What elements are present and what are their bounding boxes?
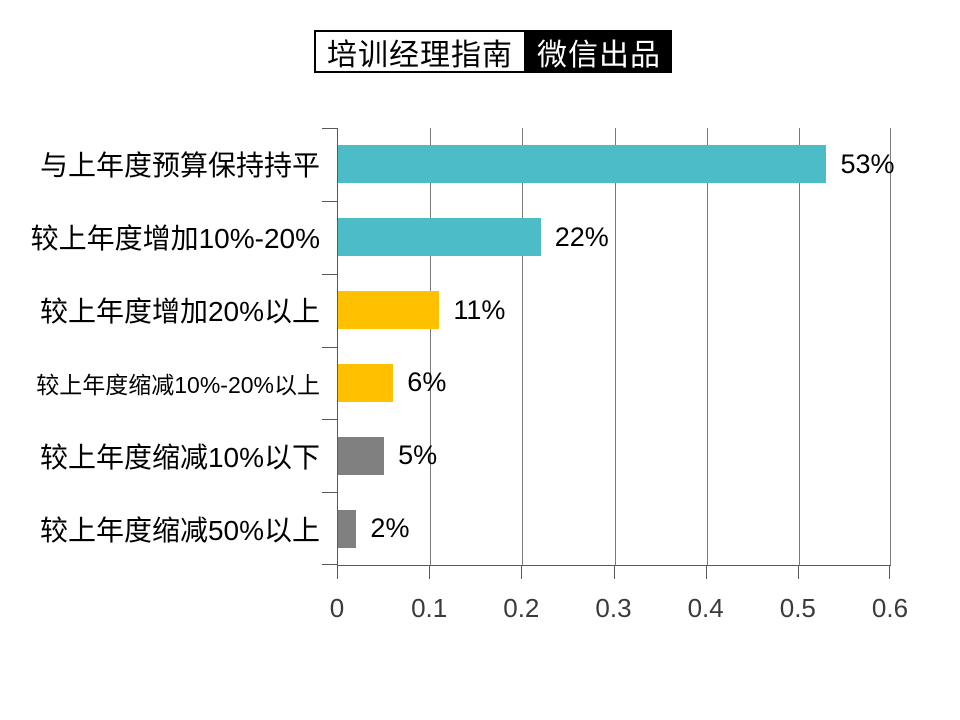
x-tick-label: 0.2 — [503, 593, 540, 623]
bar — [338, 145, 827, 184]
x-tick-label: 0.6 — [871, 593, 909, 623]
bar-chart-plot-area: 53% 22% 11% 6% 5% 2% — [337, 128, 895, 566]
bar-row: 11% — [338, 274, 891, 347]
x-axis-ticks — [337, 566, 890, 579]
bar-row: 6% — [338, 346, 891, 419]
gridline — [522, 128, 524, 565]
x-tick-label: 0.3 — [595, 593, 632, 623]
value-label: 22% — [554, 221, 609, 252]
y-tick — [322, 273, 337, 275]
x-axis-labels: 0 0.1 0.2 0.3 0.4 0.5 0.6 — [330, 593, 908, 625]
value-label: 6% — [407, 367, 447, 398]
bar-row: 2% — [338, 492, 891, 565]
value-label: 11% — [453, 294, 506, 325]
x-tick — [797, 566, 799, 579]
bar — [338, 218, 541, 257]
bar — [338, 291, 440, 330]
y-tick — [322, 346, 337, 348]
bar — [338, 363, 394, 402]
gridline — [798, 128, 800, 565]
title-badge: 培训经理指南 微信出品 — [314, 30, 672, 73]
gridline — [430, 128, 432, 565]
bar-rows: 53% 22% 11% 6% 5% 2% — [338, 128, 895, 565]
y-tick — [322, 200, 337, 202]
gridline — [890, 128, 891, 565]
x-tick-label: 0.4 — [687, 593, 724, 623]
category-label: 较上年度增加20%以上 — [39, 296, 320, 328]
bar-row: 22% — [338, 201, 891, 274]
category-label: 较上年度缩减50%以上 — [39, 514, 320, 546]
bar — [338, 509, 357, 548]
category-labels: 与上年度预算保持持平 较上年度增加10%-20% 较上年度增加20%以上 较上年… — [0, 128, 327, 565]
x-tick — [705, 566, 707, 579]
x-tick-label: 0 — [329, 593, 345, 623]
bar-row: 53% — [338, 128, 895, 201]
value-label: 2% — [370, 513, 410, 544]
y-axis-ticks — [322, 128, 337, 565]
gridline — [614, 128, 616, 565]
bar — [338, 436, 385, 475]
x-tick-label: 0.5 — [779, 593, 816, 623]
bar-row: 5% — [338, 419, 891, 492]
category-label: 较上年度缩减10%以下 — [39, 441, 320, 473]
x-tick-label: 0.1 — [411, 593, 448, 623]
title-badge-left: 培训经理指南 — [314, 30, 526, 73]
y-tick — [322, 492, 337, 494]
value-label: 53% — [840, 148, 895, 179]
value-label: 5% — [398, 440, 438, 471]
x-tick — [337, 566, 338, 579]
category-label: 与上年度预算保持持平 — [39, 150, 320, 182]
y-tick — [322, 564, 337, 565]
x-tick — [429, 566, 431, 579]
y-tick — [322, 419, 337, 421]
category-label: 较上年度缩减10%-20%以上 — [36, 371, 320, 398]
x-tick — [889, 566, 890, 579]
y-tick — [322, 128, 337, 129]
x-tick — [613, 566, 615, 579]
gridline — [706, 128, 708, 565]
category-label: 较上年度增加10%-20% — [30, 223, 320, 255]
x-tick — [521, 566, 523, 579]
title-badge-right: 微信出品 — [526, 30, 672, 73]
